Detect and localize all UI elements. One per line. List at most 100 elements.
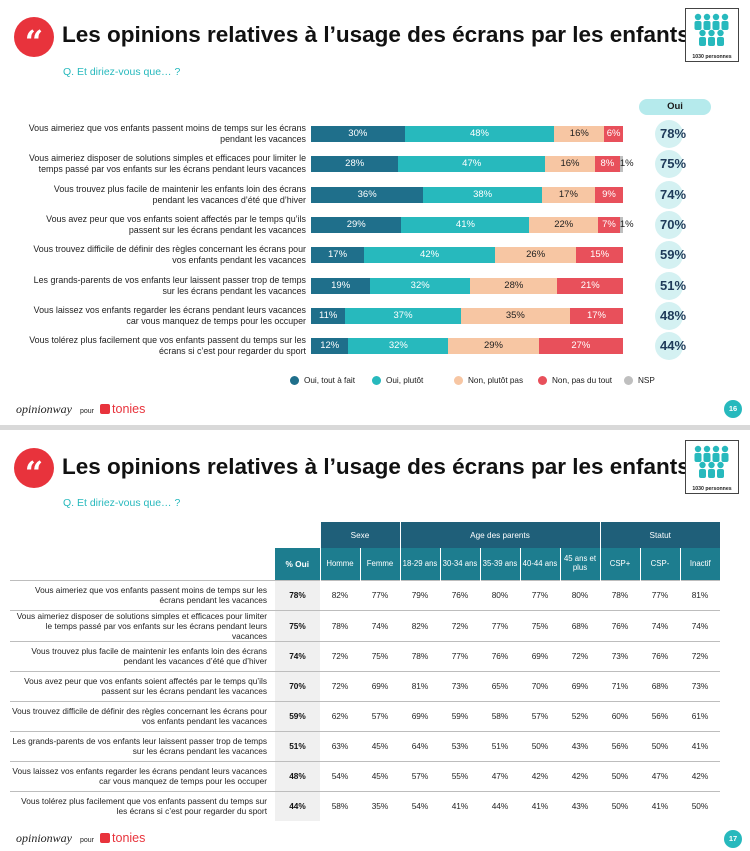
bar-segment: 28% [311,156,399,173]
legend-label: Non, plutôt pas [468,376,524,385]
bar-segment: 8% [594,156,620,173]
column-header: Inactif [679,548,720,580]
table-cell: 74% [360,609,400,641]
legend-swatch [454,376,463,385]
sample-size-badge: 1030 personnes [685,440,739,494]
table-cell: 78% [400,640,440,671]
table-cell: 43% [560,790,600,821]
opinionway-logo: opinionway [16,831,72,845]
row-label: Vous trouvez difficile de définir des rè… [10,700,275,731]
column-header: 30-34 ans [439,548,480,580]
row-label: Les grands-parents de vos enfants leur l… [33,274,306,296]
table-cell: 76% [480,640,520,671]
legend-label: Oui, plutôt [386,376,424,385]
footer-pour: pour [80,837,95,844]
row-total: 44% [275,790,320,821]
table-cell: 82% [400,609,440,641]
oui-total: 51% [655,271,691,300]
table-cell: 76% [640,640,680,671]
bar-segment: 32% [370,277,471,294]
chart-legend: Oui, tout à fait Oui, plutôt Non, plutôt p… [290,376,664,385]
table-cell: 71% [600,670,640,701]
column-header: 18-29 ans [399,548,440,580]
legend-item: Non, pas du tout [538,376,624,385]
table-cell: 58% [480,700,520,731]
group-header: Sexe [319,522,400,548]
opinionway-logo: opinionway [16,402,72,416]
quote-icon: “ [14,17,54,61]
table-cell: 75% [520,609,560,641]
bar-segment: 48% [404,126,555,142]
table-cell: 42% [680,760,720,791]
bar-segment: 21% [557,277,623,294]
bar-segment: 19% [311,277,371,294]
bar-segment: 11% [311,307,346,324]
table-cell: 51% [480,730,520,761]
table-cell: 68% [560,609,600,641]
table-cell: 54% [320,760,360,791]
bar-segment: 22% [529,216,599,233]
question-subtitle: Q. Et diriez-vous que… ? [63,497,181,509]
bar-segment: 6% [604,126,623,142]
row-total: 59% [275,700,320,731]
table-cell: 70% [520,670,560,701]
row-label: Vous aimeriez disposer de solutions simp… [10,609,275,641]
table-cell: 41% [680,730,720,761]
row-total: 48% [275,760,320,791]
legend-label: NSP [638,376,655,385]
bar-segment: 12% [311,338,349,355]
table-cell: 65% [480,670,520,701]
legend-swatch [372,376,381,385]
table-cell: 72% [320,670,360,701]
row-label: Les grands-parents de vos enfants leur l… [10,730,275,761]
table-cell: 69% [560,670,600,701]
row-label: Vous aimeriez disposer de solutions simp… [28,153,306,175]
table-cell: 57% [400,760,440,791]
table-cell: 63% [320,730,360,761]
oui-column-header: Oui [639,99,711,115]
bar-segment: 17% [311,247,365,264]
column-header-row: % Oui Homme Femme 18-29 ans 30-34 ans 35-39 a… [10,548,720,580]
table-cell: 77% [440,640,480,671]
empty-cell [10,548,275,580]
page-number: 16 [724,400,742,418]
sample-label: personnes [705,54,732,60]
footer-logo: opinionway pour tonies [16,402,145,417]
table-row: Vous aimeriez disposer de solutions simp… [10,609,720,641]
table-cell: 64% [400,730,440,761]
tonies-mark-icon [100,404,111,414]
oui-total: 59% [655,241,691,270]
bar-segment: 9% [594,186,623,203]
bar-segment: 32% [348,338,449,355]
table-cell: 45% [360,730,400,761]
table-cell: 77% [520,579,560,610]
legend-label: Oui, tout à fait [304,376,355,385]
row-label: Vous avez peur que vos enfants soient af… [10,670,275,701]
slide-chart: “ Les opinions relatives à l’usage des é… [0,0,750,425]
table-cell: 62% [320,700,360,731]
table-cell: 50% [600,760,640,791]
oui-total: 75% [655,150,691,179]
column-header: 45 ans et plus [559,548,600,580]
row-label: Vous tolérez plus facilement que vos enf… [29,335,306,357]
row-label: Vous trouvez difficile de définir des rè… [33,244,306,266]
column-header: CSP+ [599,548,640,580]
table-row: Les grands-parents de vos enfants leur l… [10,730,720,761]
bar-segment: 29% [448,338,539,355]
table-cell: 72% [680,640,720,671]
quote-icon: “ [14,448,54,492]
table-cell: 56% [600,730,640,761]
table-cell: 56% [640,700,680,731]
column-header: Femme [359,548,400,580]
table-cell: 74% [680,609,720,641]
page-number: 17 [724,830,742,848]
table-cell: 59% [440,700,480,731]
table-cell: 53% [440,730,480,761]
table-cell: 42% [560,760,600,791]
bar-segment: 17% [541,186,595,203]
table-cell: 69% [520,640,560,671]
table-cell: 77% [640,579,680,610]
table-row: Vous tolérez plus facilement que vos enf… [10,790,720,821]
sample-label: personnes [705,486,732,492]
empty-cell [275,522,320,548]
